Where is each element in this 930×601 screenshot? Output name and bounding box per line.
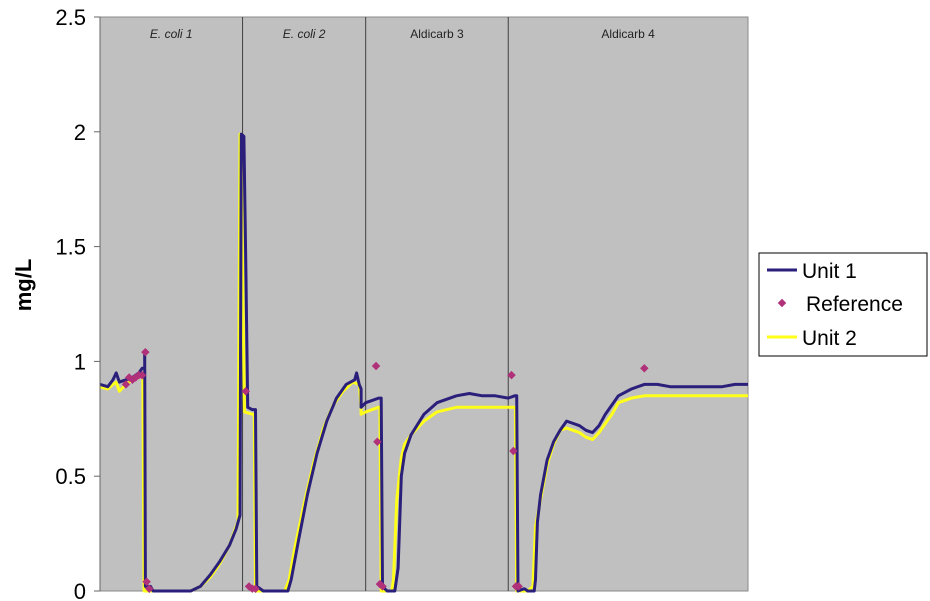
y-tick-label: 0 bbox=[74, 579, 86, 601]
segment-label: Aldicarb 4 bbox=[601, 27, 655, 41]
legend: Unit 1 Reference Unit 2 bbox=[758, 252, 928, 357]
y-axis-label: mg/L bbox=[11, 259, 36, 312]
series-group bbox=[99, 132, 748, 593]
segment-label: E. coli 1 bbox=[150, 27, 193, 41]
data-point-reference bbox=[507, 370, 516, 380]
legend-label-unit-1: Unit 1 bbox=[802, 260, 857, 283]
data-point-reference bbox=[514, 582, 523, 591]
data-point-reference bbox=[371, 361, 381, 371]
data-point-reference bbox=[640, 364, 649, 373]
data-point-reference bbox=[141, 347, 150, 357]
y-tick-label: 1 bbox=[74, 349, 86, 374]
data-point-reference bbox=[251, 584, 260, 593]
segment-label: E. coli 2 bbox=[283, 27, 326, 41]
y-tick-label: 2 bbox=[74, 120, 86, 145]
data-point-reference bbox=[241, 386, 251, 396]
y-axis: 0 0.5 1 1.5 2 2.5 bbox=[55, 5, 101, 601]
y-tick-label: 1.5 bbox=[55, 235, 86, 260]
plot-area bbox=[99, 16, 749, 592]
y-tick-label: 0.5 bbox=[55, 464, 86, 489]
legend-label-unit-2: Unit 2 bbox=[802, 327, 857, 350]
data-point-reference bbox=[373, 437, 382, 447]
segment-labels: E. coli 1 E. coli 2 Aldicarb 3 Aldicarb 4 bbox=[150, 27, 655, 41]
y-tick-label: 2.5 bbox=[55, 5, 86, 30]
data-point-reference bbox=[121, 380, 131, 389]
legend-label-reference: Reference bbox=[806, 293, 903, 316]
legend-swatch-reference bbox=[777, 298, 787, 308]
data-point-reference bbox=[142, 577, 151, 587]
segment-label: Aldicarb 3 bbox=[410, 27, 464, 41]
series-line-unit-1 bbox=[99, 132, 748, 593]
data-point-reference bbox=[509, 446, 518, 456]
